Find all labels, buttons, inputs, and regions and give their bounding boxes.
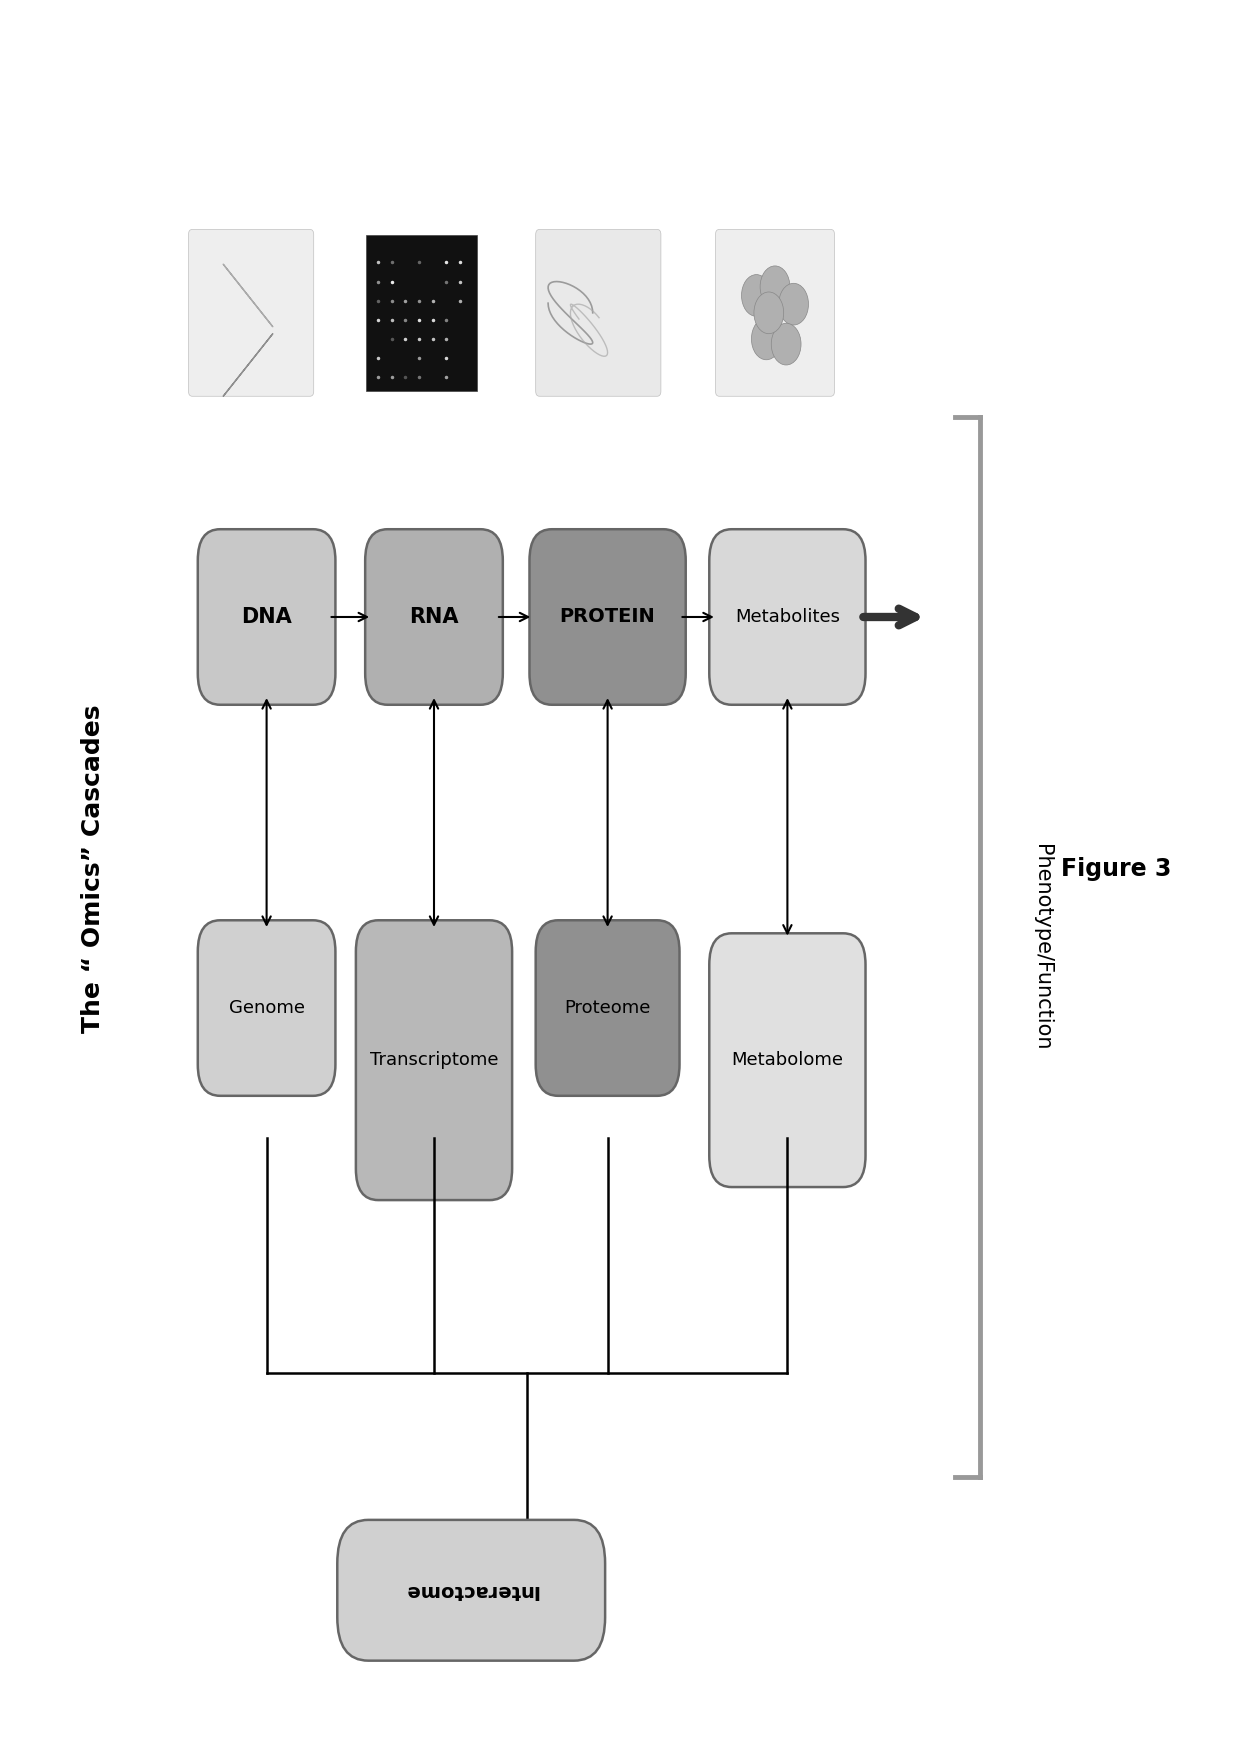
Text: RNA: RNA [409, 607, 459, 627]
Text: Metabolome: Metabolome [732, 1051, 843, 1069]
FancyBboxPatch shape [536, 229, 661, 396]
FancyBboxPatch shape [709, 933, 866, 1187]
FancyBboxPatch shape [709, 528, 866, 706]
Circle shape [760, 266, 790, 308]
Text: Transcriptome: Transcriptome [370, 1051, 498, 1069]
Circle shape [771, 323, 801, 365]
FancyBboxPatch shape [356, 921, 512, 1201]
FancyBboxPatch shape [715, 229, 835, 396]
Circle shape [754, 292, 784, 334]
Text: Phenotype/Function: Phenotype/Function [1032, 845, 1052, 1050]
FancyBboxPatch shape [337, 1519, 605, 1662]
Text: PROTEIN: PROTEIN [559, 608, 656, 626]
FancyBboxPatch shape [365, 528, 503, 706]
Circle shape [751, 318, 781, 360]
Text: Interactome: Interactome [404, 1582, 538, 1599]
Circle shape [742, 275, 771, 316]
FancyBboxPatch shape [536, 921, 680, 1097]
FancyBboxPatch shape [197, 528, 335, 706]
Text: Figure 3: Figure 3 [1060, 857, 1172, 881]
Text: Proteome: Proteome [564, 999, 651, 1017]
Text: DNA: DNA [242, 607, 291, 627]
Text: Metabolites: Metabolites [735, 608, 839, 626]
Circle shape [779, 283, 808, 325]
FancyBboxPatch shape [529, 528, 686, 706]
FancyBboxPatch shape [188, 229, 314, 396]
FancyBboxPatch shape [197, 921, 335, 1097]
Text: Genome: Genome [228, 999, 305, 1017]
Text: The “ Omics” Cascades: The “ Omics” Cascades [81, 704, 105, 1034]
Bar [366, 235, 477, 391]
